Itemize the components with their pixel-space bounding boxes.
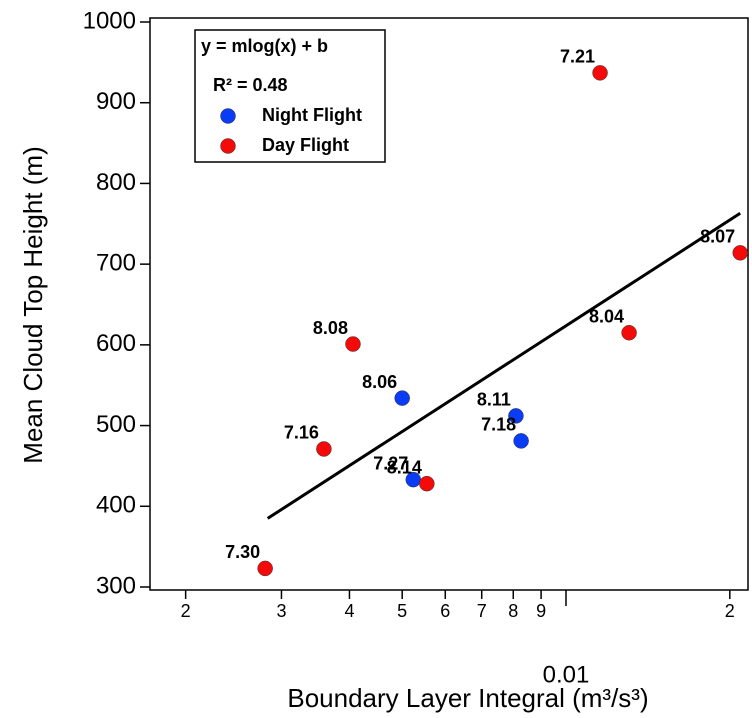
data-point	[508, 408, 524, 424]
legend-equation: y = mlog(x) + b	[201, 36, 328, 56]
x-tick-label: 8	[508, 601, 518, 621]
legend-marker	[220, 108, 236, 124]
x-tick-label: 7	[477, 601, 487, 621]
x-tick-label: 3	[276, 601, 286, 621]
y-axis-title: Mean Cloud Top Height (m)	[18, 146, 48, 463]
fit-line	[266, 212, 742, 520]
point-label: 8.07	[700, 227, 735, 247]
y-tick-label: 600	[96, 330, 136, 357]
point-label: 7.18	[481, 415, 516, 435]
y-tick-label: 300	[96, 572, 136, 599]
y-tick-label: 500	[96, 411, 136, 438]
point-label: 7.30	[225, 542, 260, 562]
y-tick-label: 900	[96, 88, 136, 115]
point-label: 8.14	[387, 457, 422, 477]
data-point	[345, 336, 361, 352]
data-point	[419, 475, 435, 492]
point-label: 7.27	[373, 453, 408, 473]
x-tick-label: 5	[397, 601, 407, 621]
data-point	[316, 441, 332, 457]
legend-label: Day Flight	[262, 135, 349, 155]
point-label: 7.21	[560, 47, 595, 67]
data-point	[513, 433, 529, 449]
point-label: 8.06	[362, 372, 397, 392]
x-axis-title: Boundary Layer Integral (m³/s³)	[287, 683, 648, 713]
point-label: 8.08	[313, 318, 348, 338]
point-label: 8.04	[589, 307, 624, 327]
x-tick-label: 2	[181, 601, 191, 621]
legend-r-squared: R² = 0.48	[213, 75, 288, 95]
y-tick-label: 800	[96, 169, 136, 196]
x-tick-label: 9	[536, 601, 546, 621]
legend-marker	[220, 138, 236, 154]
data-point	[257, 560, 273, 577]
y-tick-label: 700	[96, 249, 136, 276]
y-tick-label: 400	[96, 492, 136, 519]
point-label: 7.16	[284, 423, 319, 443]
data-point	[621, 325, 637, 341]
data-point	[592, 65, 608, 81]
legend-label: Night Flight	[262, 105, 362, 125]
data-point	[394, 390, 410, 406]
data-point	[732, 245, 748, 261]
y-tick-label: 1000	[83, 7, 136, 34]
plot-frame	[149, 17, 749, 591]
point-label: 8.11	[477, 390, 511, 410]
x-tick-label: 6	[440, 601, 450, 621]
x-tick-label: 2	[725, 601, 735, 621]
x-tick-label: 0.01	[543, 661, 590, 688]
x-tick-label: 4	[344, 601, 354, 621]
